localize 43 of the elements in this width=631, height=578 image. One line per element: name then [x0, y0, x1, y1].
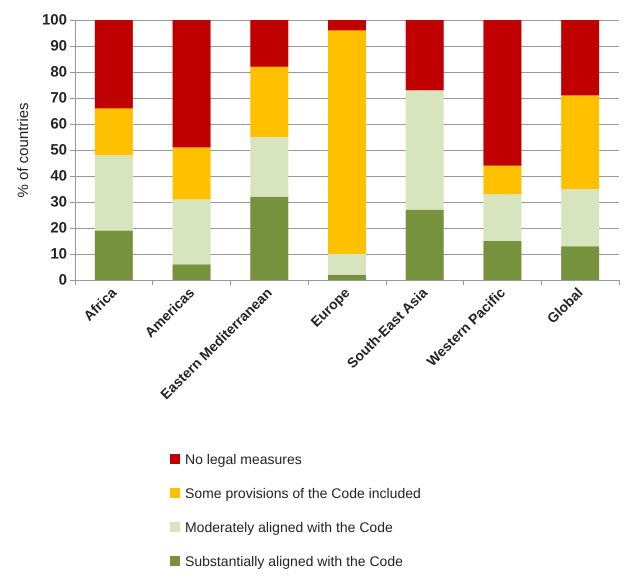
bar — [172, 20, 211, 148]
bar — [94, 230, 133, 280]
y-tick-label: 50 — [50, 142, 67, 158]
y-tick-label: 80 — [50, 64, 67, 80]
bar — [94, 20, 133, 108]
legend-label: Substantially aligned with the Code — [185, 553, 404, 569]
bar — [172, 147, 211, 200]
bar — [250, 66, 288, 137]
bar — [561, 20, 600, 96]
bar — [94, 108, 133, 156]
bar — [483, 241, 522, 280]
y-tick-label: 60 — [50, 116, 67, 132]
bar — [172, 264, 211, 280]
bar — [406, 90, 444, 210]
bar — [561, 246, 600, 280]
y-tick-label: 100 — [42, 12, 67, 28]
bar — [328, 20, 366, 30]
bar — [328, 30, 366, 254]
bar — [561, 189, 600, 246]
bar — [94, 155, 133, 231]
bar — [250, 196, 288, 280]
y-axis-title: % of countries — [15, 102, 32, 198]
legend-label: No legal measures — [185, 451, 302, 467]
bar — [483, 166, 522, 194]
bar — [561, 95, 600, 189]
legend-label: Moderately aligned with the Code — [185, 519, 394, 535]
bar — [250, 137, 288, 197]
bar — [406, 20, 444, 90]
y-tick-label: 70 — [50, 90, 67, 106]
y-tick-label: 0 — [58, 272, 67, 288]
y-tick-label: 40 — [50, 168, 67, 184]
bar — [483, 20, 522, 166]
bar — [483, 194, 522, 241]
legend-label: Some provisions of the Code included — [185, 485, 421, 501]
bar — [172, 199, 211, 264]
y-tick-label: 90 — [50, 38, 67, 54]
y-tick-label: 10 — [50, 246, 67, 262]
bar — [250, 20, 288, 67]
bar — [406, 210, 444, 280]
bar — [328, 254, 366, 275]
bar — [328, 274, 366, 280]
y-tick-label: 30 — [50, 194, 67, 210]
y-tick-label: 20 — [50, 220, 67, 236]
